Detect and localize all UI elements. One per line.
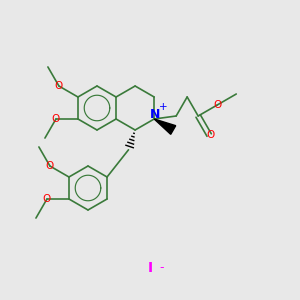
Text: O: O [43, 194, 51, 204]
Polygon shape [154, 119, 176, 134]
Text: O: O [206, 130, 214, 140]
Text: -: - [160, 262, 164, 275]
Text: O: O [55, 81, 63, 91]
Text: O: O [52, 114, 60, 124]
Text: +: + [159, 102, 167, 112]
Text: O: O [213, 100, 221, 110]
Text: I: I [147, 261, 153, 275]
Text: N: N [150, 107, 160, 121]
Text: O: O [46, 161, 54, 171]
